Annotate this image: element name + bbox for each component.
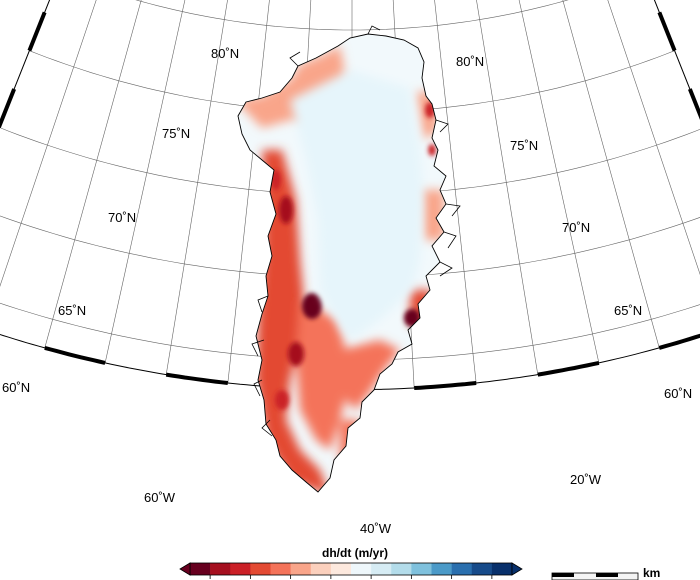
colorbar xyxy=(179,562,523,579)
colorbar-swatch xyxy=(471,563,493,575)
scalebar-unit: km xyxy=(643,566,661,580)
lon-label-60w: 60˚W xyxy=(144,490,176,505)
meridian-25w xyxy=(476,0,539,375)
lat-label-80-right: 80˚N xyxy=(456,54,484,69)
lat-label-80: 80˚N xyxy=(211,46,239,61)
meridian-5w xyxy=(654,0,700,116)
colorbar-swatch xyxy=(431,563,452,575)
lat-label-70: 70˚N xyxy=(108,210,136,225)
meridian-65w xyxy=(44,0,142,348)
lat-label-65-right: 65˚N xyxy=(614,303,642,318)
lon-label-40w: 40˚W xyxy=(360,521,392,536)
lat-label-60: 60˚N xyxy=(2,380,30,395)
lat-label-60-right: 60˚N xyxy=(664,386,692,401)
colorbar-swatch xyxy=(310,563,332,575)
meridian-55w xyxy=(165,0,228,375)
coastline-fjords xyxy=(251,25,461,437)
lat-label-75-right: 75˚N xyxy=(510,138,538,153)
frame-tick-segment xyxy=(657,11,677,52)
meridian-20w xyxy=(518,0,600,363)
colorbar-swatch xyxy=(491,563,513,575)
meridian-75w xyxy=(0,0,50,126)
frame-tick-segment xyxy=(27,11,47,52)
frame-tick-segment xyxy=(165,372,229,385)
colorbar-swatch xyxy=(230,563,251,575)
frame-tick-segment xyxy=(687,88,700,120)
graticule-labels: 80˚N 75˚N 70˚N 65˚N 60˚N 80˚N 75˚N 70˚N … xyxy=(2,46,692,536)
colorbar-swatch xyxy=(250,563,271,575)
frame-tick-segment xyxy=(414,381,477,390)
lat-label-65: 65˚N xyxy=(58,303,86,318)
colorbar-swatch xyxy=(371,563,392,575)
frame-tick-segment xyxy=(537,360,600,377)
colorbar-swatch xyxy=(351,563,372,575)
frame-tick-segment xyxy=(658,333,700,350)
meridian-15w xyxy=(562,0,660,348)
colorbar-swatch xyxy=(270,563,291,575)
meridian-70w xyxy=(0,0,97,287)
colorbar-min-arrow xyxy=(179,562,191,576)
colorbar-swatch xyxy=(290,563,312,575)
colorbar-title: dh/dt (m/yr) xyxy=(322,546,388,560)
colorbar-swatch xyxy=(210,563,231,575)
colorbar-swatch xyxy=(391,563,412,575)
meridian-30w xyxy=(434,0,477,384)
lon-label-20w: 20˚W xyxy=(570,472,602,487)
frame-tick-segment xyxy=(44,345,106,365)
colorbar-swatch xyxy=(330,563,352,575)
scale-bar xyxy=(551,572,639,580)
colorbar-swatch xyxy=(411,563,432,575)
frame-right-edge xyxy=(653,0,700,116)
frame-left-edge xyxy=(0,0,51,126)
lat-label-75: 75˚N xyxy=(162,126,190,141)
frame-tick-segment xyxy=(0,88,17,129)
meridian-50w xyxy=(227,0,270,384)
meridian-10w xyxy=(607,0,700,276)
lat-label-70-right: 70˚N xyxy=(562,220,590,235)
meridian-60w xyxy=(104,0,186,363)
colorbar-swatch xyxy=(451,563,473,575)
greenland-ice-sheet xyxy=(238,34,446,492)
colorbar-max-arrow xyxy=(511,562,523,576)
colorbar-swatch xyxy=(190,563,211,575)
